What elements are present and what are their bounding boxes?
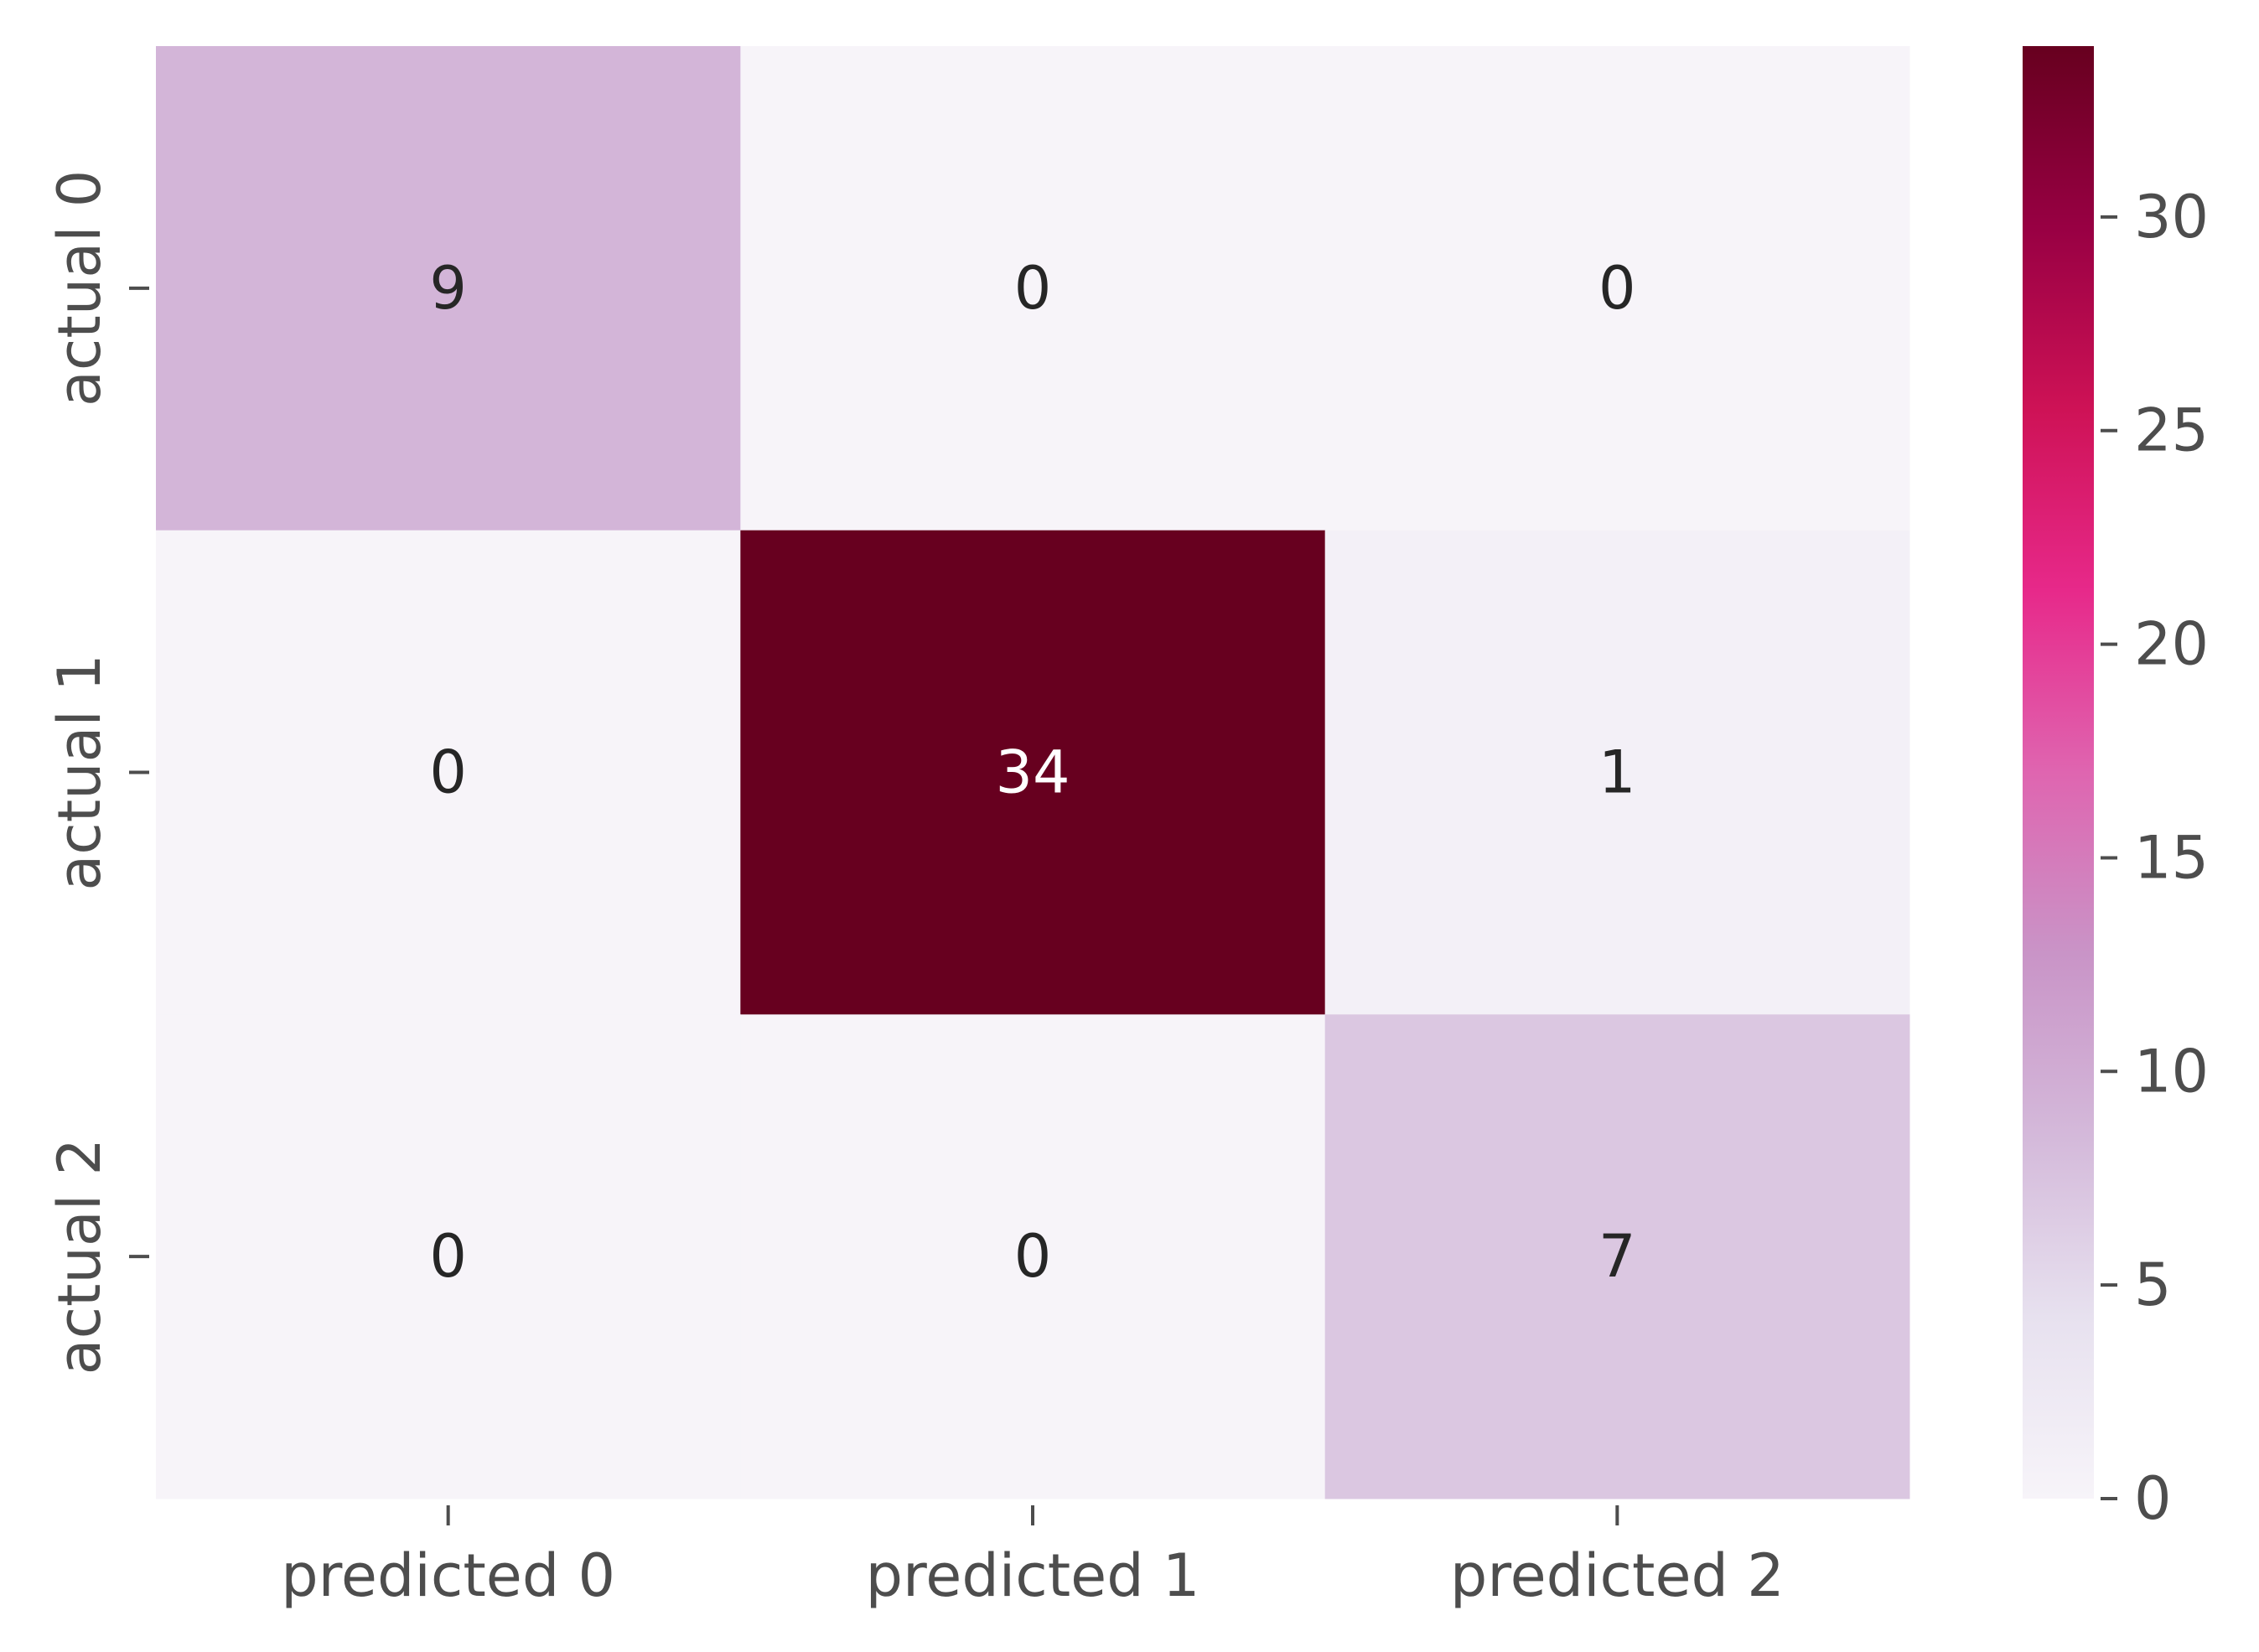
x-axis: predicted 0 predicted 1 predicted 2 [281,1505,1785,1610]
cell-annotation-r2-c1: 0 [1014,1222,1052,1291]
x-tick-label-2: predicted 2 [1450,1541,1785,1610]
cell-annotation-r0-c0: 9 [429,254,467,323]
colorbar-tick-label-5: 25 [2134,396,2209,465]
y-tick-label-0: actual 0 [45,170,114,407]
x-tick-label-0: predicted 0 [281,1541,615,1610]
heatmap-cell-r1-c2 [1324,530,1910,1015]
heatmap-cell-r0-c2 [1324,46,1910,531]
cell-annotation-r0-c2: 0 [1598,254,1636,323]
heatmap-cell-r0-c0 [156,46,741,531]
heatmap-cell-r2-c2 [1324,1014,1910,1499]
heatmap-cells [156,46,1910,1499]
heatmap-cell-r2-c0 [156,1014,741,1499]
cell-annotation-r1-c0: 0 [429,738,467,807]
colorbar-tick-label-4: 20 [2134,610,2209,679]
cell-annotation-r2-c0: 0 [429,1222,467,1291]
heatmap-cell-r1-c0 [156,530,741,1015]
colorbar-tick-label-0: 0 [2134,1464,2172,1533]
colorbar-tick-label-1: 5 [2134,1251,2172,1319]
colorbar-tick-label-6: 30 [2134,183,2209,251]
y-tick-label-2: actual 2 [45,1138,114,1375]
colorbar-tick-label-3: 15 [2134,823,2209,892]
colorbar-gradient [2023,46,2094,1499]
colorbar: 0 5 10 15 20 25 30 [2023,46,2209,1533]
cell-annotation-r1-c2: 1 [1598,738,1636,807]
cell-annotation-r0-c1: 0 [1014,254,1052,323]
cell-annotation-r2-c2: 7 [1598,1222,1636,1291]
cell-annotation-r1-c1: 34 [995,738,1070,807]
cell-annotations: 9 0 0 0 34 1 0 0 7 [429,254,1635,1291]
y-tick-label-1: actual 1 [45,654,114,890]
heatmap-cell-r1-c1 [740,530,1326,1015]
colorbar-tick-label-2: 10 [2134,1037,2209,1106]
heatmap-cell-r2-c1 [740,1014,1326,1499]
x-tick-label-1: predicted 1 [866,1541,1200,1610]
y-axis: actual 0 actual 1 actual 2 [45,170,149,1375]
heatmap-cell-r0-c1 [740,46,1326,531]
